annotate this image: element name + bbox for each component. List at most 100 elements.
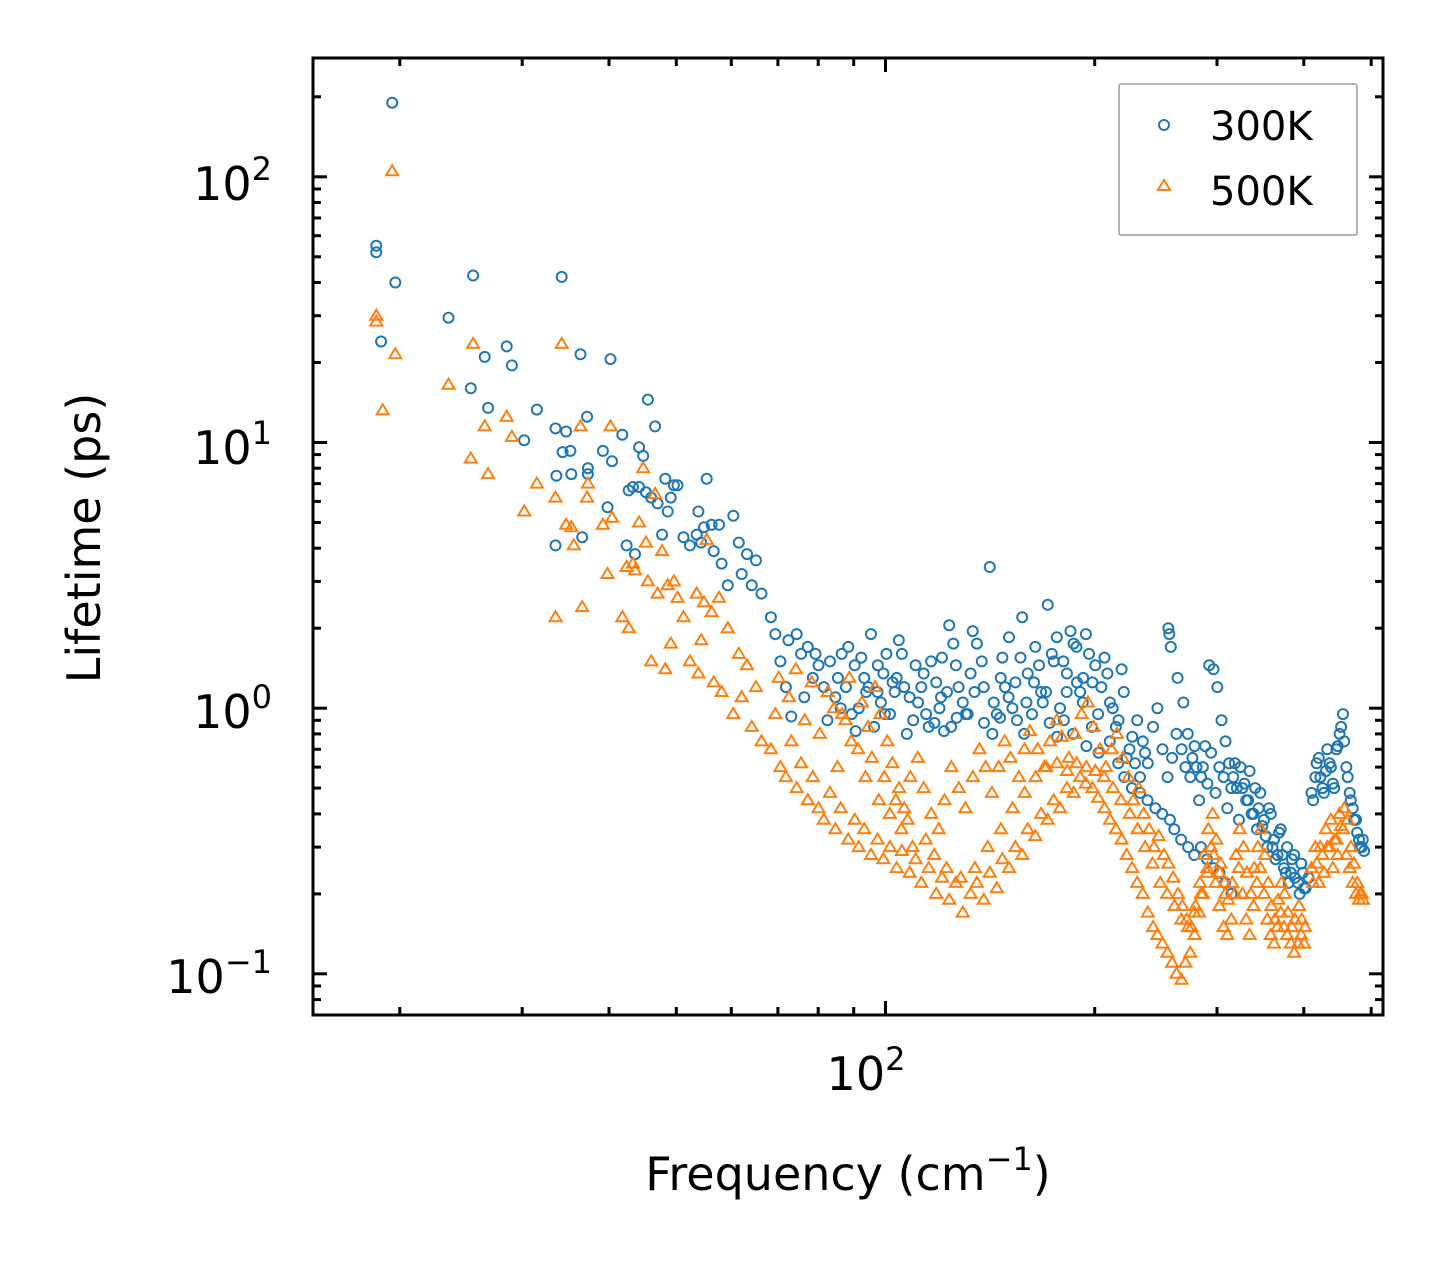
point-300K-121: [1086, 676, 1099, 689]
point-500K-330: [1129, 821, 1146, 835]
point-500K-132: [1164, 954, 1180, 968]
point-500K-128: [1145, 919, 1161, 933]
point-300K-253: [1181, 727, 1194, 740]
point-300K-314: [1141, 794, 1154, 807]
point-500K-319: [1027, 769, 1044, 783]
point-500K-284: [1339, 811, 1356, 825]
point-500K-27: [604, 509, 620, 523]
point-500K-140: [1199, 860, 1216, 874]
point-300K-12: [518, 434, 531, 447]
point-300K-32: [620, 539, 633, 552]
point-300K-136: [1166, 751, 1179, 764]
point-300K-138: [1175, 743, 1188, 756]
point-500K-2: [384, 163, 400, 177]
point-500K-28: [614, 609, 631, 623]
point-300K-142: [1193, 794, 1206, 807]
point-300K-319: [1175, 833, 1188, 846]
point-500K-162: [1279, 927, 1295, 940]
point-500K-198: [923, 805, 940, 819]
point-500K-239: [1170, 885, 1186, 899]
point-500K-244: [1192, 874, 1208, 888]
point-300K-6: [467, 269, 480, 282]
point-500K-307: [893, 821, 910, 835]
point-300K-60: [715, 557, 728, 570]
point-300K-188: [947, 637, 960, 650]
point-300K-7: [464, 382, 477, 395]
point-300K-173: [1309, 771, 1322, 784]
point-300K-231: [855, 651, 868, 664]
point-500K-120: [1102, 811, 1118, 825]
point-500K-301: [857, 769, 874, 783]
point-500K-84: [869, 831, 886, 845]
point-500K-281: [1329, 847, 1346, 860]
point-500K-212: [1016, 741, 1033, 755]
point-300K-256: [1195, 771, 1208, 784]
point-300K-199: [1033, 659, 1045, 672]
point-500K-218: [1053, 728, 1070, 742]
point-500K-20: [572, 418, 589, 432]
point-500K-3: [387, 346, 404, 360]
point-500K-283: [1336, 800, 1353, 814]
point-500K-240: [1174, 898, 1191, 911]
point-500K-160: [1272, 904, 1289, 918]
point-300K-25: [581, 462, 594, 475]
point-500K-164: [1286, 944, 1302, 958]
point-300K-9: [482, 401, 495, 414]
point-300K-267: [1238, 777, 1251, 790]
point-500K-184: [829, 759, 846, 773]
point-300K-107: [996, 651, 1009, 664]
point-300K-78: [812, 659, 825, 672]
point-300K-207: [1083, 647, 1095, 660]
point-500K-33: [631, 514, 647, 528]
point-500K-274: [1305, 874, 1321, 888]
point-300K-109: [1009, 676, 1022, 689]
point-300K-118: [1067, 637, 1080, 650]
point-500K-321: [1049, 755, 1065, 769]
point-300K-148: [1217, 771, 1230, 784]
point-300K-218: [892, 634, 905, 647]
point-500K-149: [1234, 885, 1251, 899]
point-300K-318: [1168, 823, 1181, 836]
point-500K-77: [827, 821, 844, 835]
point-300K-277: [1273, 826, 1286, 839]
point-500K-142: [1207, 874, 1224, 888]
point-500K-86: [882, 839, 898, 853]
point-300K-108: [1003, 631, 1015, 644]
point-500K-72: [800, 792, 816, 806]
point-500K-134: [1173, 971, 1190, 985]
point-300K-217: [1139, 746, 1151, 759]
point-500K-150: [1238, 911, 1254, 925]
point-500K-143: [1211, 898, 1228, 911]
point-500K-35: [638, 534, 654, 548]
point-500K-19: [566, 537, 582, 551]
y-axis-label: Lifetime (ps): [57, 393, 111, 684]
point-500K-208: [990, 759, 1007, 773]
point-500K-299: [841, 669, 858, 683]
point-500K-201: [943, 759, 960, 773]
point-500K-203: [957, 800, 974, 814]
point-300K-103: [970, 637, 983, 650]
point-500K-54: [705, 674, 722, 688]
point-300K-298: [1344, 794, 1357, 807]
point-300K-83: [842, 640, 855, 653]
point-300K-242: [831, 671, 844, 684]
point-500K-167: [1296, 935, 1312, 949]
point-300K-14: [549, 422, 562, 435]
point-300K-135: [1161, 771, 1174, 784]
point-300K-297: [1341, 771, 1354, 784]
point-300K-203: [1057, 655, 1070, 668]
point-500K-129: [1149, 927, 1166, 940]
point-300K-268: [1242, 794, 1255, 807]
point-500K-133: [1168, 965, 1185, 979]
point-300K-328: [1002, 691, 1015, 704]
point-500K-312: [938, 860, 955, 874]
point-500K-18: [563, 519, 580, 533]
point-300K-202: [1050, 631, 1063, 644]
point-300K-63: [732, 536, 745, 549]
point-300K-290: [1317, 786, 1330, 799]
point-500K-278: [1319, 839, 1336, 853]
point-500K-343: [1217, 885, 1234, 899]
point-500K-210: [1002, 749, 1019, 763]
point-300K-141: [1188, 740, 1201, 753]
point-500K-271: [1291, 898, 1307, 911]
